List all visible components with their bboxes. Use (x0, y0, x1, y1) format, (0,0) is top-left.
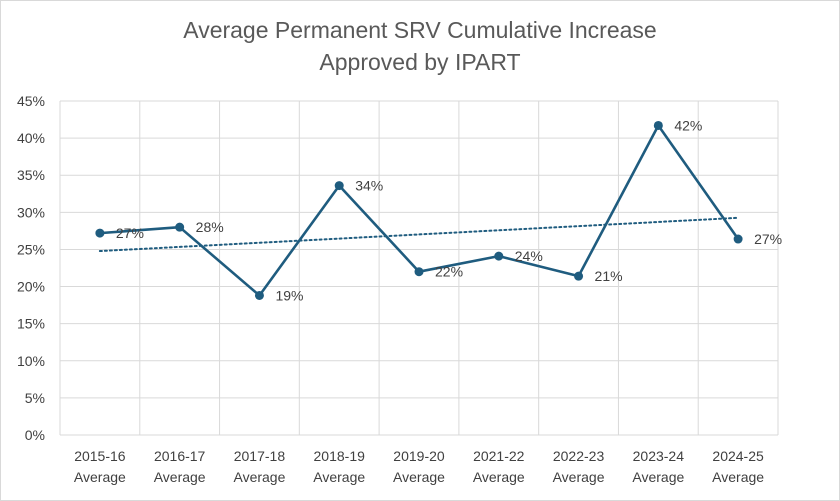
data-label: 27% (116, 225, 144, 241)
x-tick-label: Average (233, 469, 285, 485)
data-label: 27% (754, 231, 782, 247)
chart-title-line-2: Approved by IPART (319, 49, 521, 75)
data-point (414, 267, 424, 277)
trendline (98, 216, 740, 253)
data-label: 22% (435, 264, 463, 280)
data-label: 19% (275, 287, 303, 303)
y-tick-label: 10% (17, 353, 45, 369)
data-point (494, 251, 504, 261)
x-tick-label: 2017-18 (234, 448, 286, 464)
y-tick-label: 45% (17, 93, 45, 109)
x-tick-label: 2018-19 (314, 448, 366, 464)
y-tick-label: 30% (17, 204, 45, 220)
x-tick-label: Average (154, 469, 206, 485)
data-point (334, 181, 344, 191)
x-tick-label: 2021-22 (473, 448, 525, 464)
x-tick-label: 2023-24 (633, 448, 685, 464)
x-tick-label: Average (393, 469, 445, 485)
x-tick-label: Average (313, 469, 365, 485)
y-tick-label: 0% (25, 427, 45, 443)
y-tick-label: 15% (17, 316, 45, 332)
data-point (95, 228, 105, 238)
chart-title: Average Permanent SRV Cumulative Increas… (0, 14, 840, 78)
data-point (175, 222, 185, 232)
x-tick-label: Average (632, 469, 684, 485)
data-label: 34% (355, 178, 383, 194)
data-label: 24% (515, 248, 543, 264)
y-tick-label: 25% (17, 241, 45, 257)
x-tick-label: 2024-25 (712, 448, 764, 464)
data-point (653, 120, 663, 130)
y-tick-label: 5% (25, 390, 45, 406)
data-point (254, 290, 264, 300)
x-tick-label: Average (473, 469, 525, 485)
x-tick-label: 2016-17 (154, 448, 206, 464)
x-tick-label: Average (74, 469, 126, 485)
data-point (733, 234, 743, 244)
x-tick-label: 2019-20 (393, 448, 445, 464)
data-label: 42% (674, 117, 702, 133)
data-label: 28% (196, 219, 224, 235)
chart-title-line-1: Average Permanent SRV Cumulative Increas… (183, 17, 657, 43)
x-tick-label: 2015-16 (74, 448, 126, 464)
x-tick-label: Average (712, 469, 764, 485)
x-tick-label: 2022-23 (553, 448, 605, 464)
x-tick-label: Average (553, 469, 605, 485)
data-point (574, 271, 584, 281)
data-label: 21% (595, 268, 623, 284)
y-tick-label: 35% (17, 167, 45, 183)
y-tick-label: 20% (17, 279, 45, 295)
y-tick-label: 40% (17, 130, 45, 146)
